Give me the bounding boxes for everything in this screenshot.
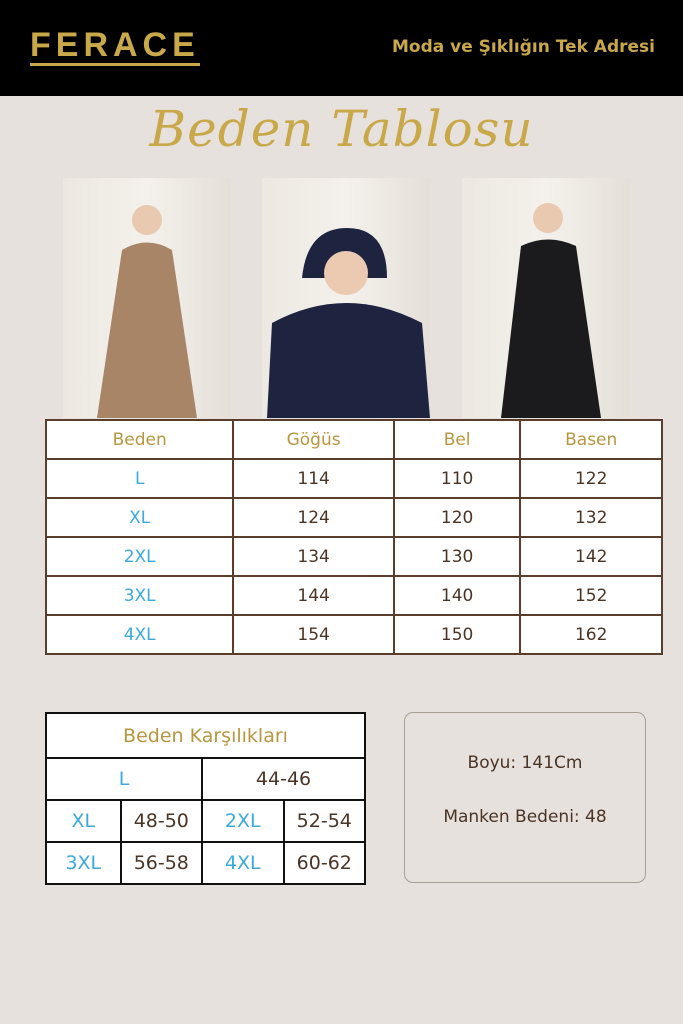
size-cell: 3XL <box>44 575 235 616</box>
equivalent-cell: 52-54 <box>282 799 367 843</box>
table-row: 3XL 144 140 152 <box>44 575 663 616</box>
product-photo-navy <box>262 178 430 418</box>
header-cell: Basen <box>519 419 663 460</box>
chest-cell: 154 <box>232 614 395 655</box>
waist-cell: 120 <box>392 497 522 538</box>
waist-cell: 130 <box>392 536 522 577</box>
brand-logo: FERACE <box>30 26 200 66</box>
equivalent-cell: 44-46 <box>201 757 366 801</box>
waist-cell: 110 <box>392 458 522 499</box>
equivalent-cell: 60-62 <box>282 841 367 885</box>
size-cell: 2XL <box>44 536 235 577</box>
waist-cell: 150 <box>392 614 522 655</box>
product-info-box: Boyu: 141Cm Manken Bedeni: 48 <box>404 712 646 883</box>
size-correspondence-table: Beden Karşılıkları L 44-46 XL 48-50 2XL 52-5… <box>44 712 367 885</box>
product-photo-black <box>462 178 630 418</box>
header-cell: Bel <box>392 419 522 460</box>
table-row: 4XL 154 150 162 <box>44 614 663 655</box>
equivalent-cell: 56-58 <box>119 841 204 885</box>
hip-cell: 162 <box>519 614 663 655</box>
table-row: 3XL 56-58 4XL 60-62 <box>45 841 367 885</box>
correspondence-title: Beden Karşılıkları <box>45 712 366 759</box>
chest-cell: 144 <box>232 575 395 616</box>
chest-cell: 124 <box>232 497 395 538</box>
hip-cell: 132 <box>519 497 663 538</box>
size-table: Beden Göğüs Bel Basen L 114 110 122 XL 124 12… <box>44 419 663 655</box>
table-row: XL 124 120 132 <box>44 497 663 538</box>
hip-cell: 152 <box>519 575 663 616</box>
product-photo-beige <box>63 178 231 418</box>
length-text: Boyu: 141Cm <box>467 753 583 773</box>
table-row: XL 48-50 2XL 52-54 <box>45 799 367 843</box>
hip-cell: 142 <box>519 536 663 577</box>
table-row: 2XL 134 130 142 <box>44 536 663 577</box>
size-cell: XL <box>45 799 122 843</box>
size-cell: L <box>44 757 204 801</box>
header-cell: Beden <box>44 419 235 460</box>
header-cell: Göğüs <box>232 419 395 460</box>
waist-cell: 140 <box>392 575 522 616</box>
size-cell: 3XL <box>45 841 122 885</box>
header: FERACE Moda ve Şıklığın Tek Adresi <box>0 0 683 96</box>
size-cell: 4XL <box>44 614 235 655</box>
size-cell: XL <box>44 497 235 538</box>
chest-cell: 114 <box>232 458 395 499</box>
table-row: L 114 110 122 <box>44 458 663 499</box>
table-header-row: Beden Göğüs Bel Basen <box>44 419 663 460</box>
tagline: Moda ve Şıklığın Tek Adresi <box>391 37 655 57</box>
equivalent-cell: 48-50 <box>119 799 204 843</box>
size-cell: 4XL <box>201 841 285 885</box>
page-title: Beden Tablosu <box>149 100 534 158</box>
table-row: L 44-46 <box>44 757 366 801</box>
size-cell: 2XL <box>201 799 285 843</box>
hip-cell: 122 <box>519 458 663 499</box>
model-size-text: Manken Bedeni: 48 <box>443 807 607 827</box>
size-cell: L <box>44 458 235 499</box>
chest-cell: 134 <box>232 536 395 577</box>
